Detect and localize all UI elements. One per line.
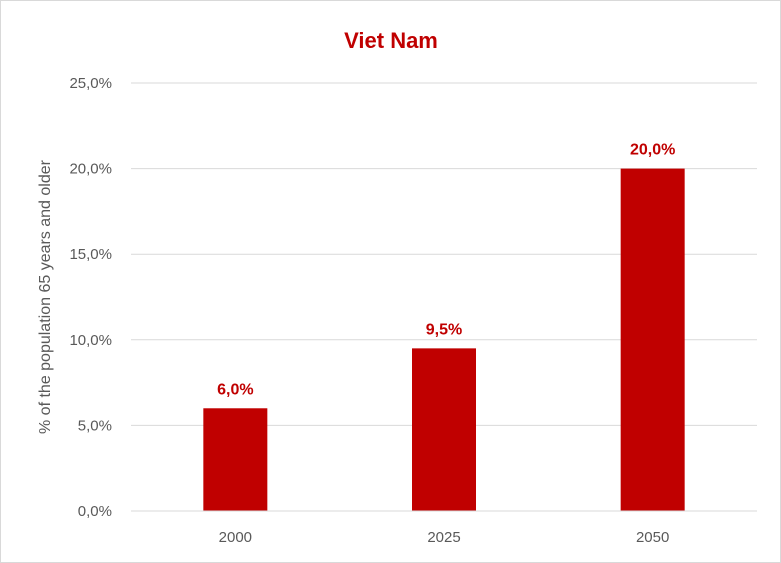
- x-tick-label: 2025: [427, 529, 460, 546]
- y-tick-label: 0,0%: [78, 503, 112, 520]
- data-labels: 6,0% 9,5% 20,0%: [217, 142, 675, 399]
- data-label-2025: 9,5%: [426, 321, 462, 338]
- bar-2000: [203, 408, 268, 511]
- bar-2050: [620, 168, 685, 511]
- bars: [131, 168, 757, 512]
- bar-2025: [412, 348, 476, 511]
- data-label-2000: 6,0%: [217, 381, 253, 398]
- x-tick-label: 2050: [636, 529, 669, 546]
- y-tick-label: 15,0%: [69, 246, 112, 263]
- y-tick-label: 5,0%: [78, 417, 112, 434]
- y-tick-label: 20,0%: [69, 161, 112, 178]
- y-axis-ticks: 0,0% 5,0% 10,0% 15,0% 20,0% 25,0%: [69, 75, 112, 520]
- y-tick-label: 25,0%: [69, 75, 112, 92]
- data-label-2050: 20,0%: [630, 142, 675, 159]
- y-tick-label: 10,0%: [69, 332, 112, 349]
- x-axis-ticks: 2000 2025 2050: [219, 529, 670, 546]
- y-axis-title: % of the population 65 years and older: [37, 159, 54, 434]
- chart-title: Viet Nam: [344, 28, 438, 53]
- x-tick-label: 2000: [219, 529, 252, 546]
